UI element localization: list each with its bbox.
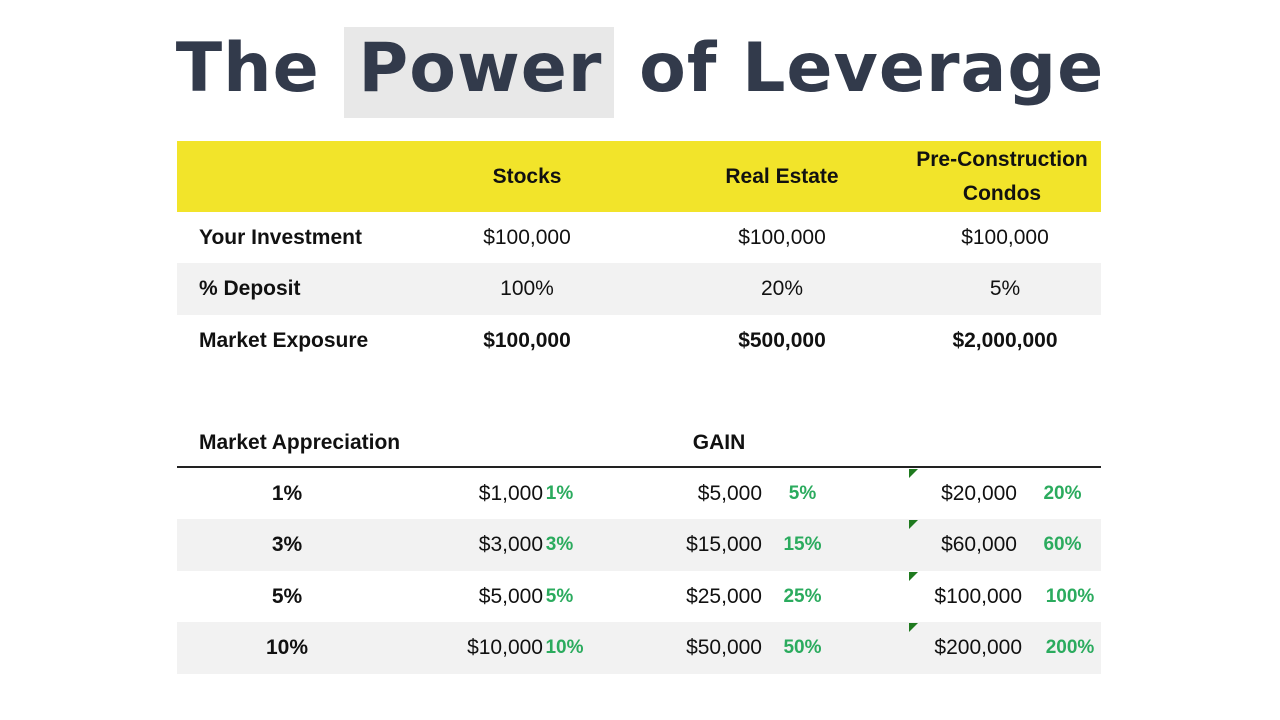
header-pre-construction-condos: Pre-Construction Condos bbox=[902, 141, 1102, 212]
gain-header-divider bbox=[177, 466, 1101, 468]
value-stocks: 100% bbox=[500, 277, 554, 300]
table-row: 5% $5,000 5% $25,000 25% $100,000 100% bbox=[177, 571, 1101, 622]
gain-header: GAIN bbox=[692, 431, 746, 454]
real-estate-gain-percent: 50% bbox=[783, 637, 822, 658]
value-real-estate: $100,000 bbox=[738, 225, 826, 249]
appreciation-value: 1% bbox=[271, 481, 303, 505]
table-row: 3% $3,000 3% $15,000 15% $60,000 60% bbox=[177, 519, 1101, 571]
real-estate-gain: $50,000 bbox=[686, 636, 762, 659]
condos-gain-percent: 60% bbox=[1043, 534, 1082, 555]
condos-gain-percent: 100% bbox=[1045, 585, 1095, 607]
title-highlight: Power bbox=[344, 27, 615, 118]
value-condos: $100,000 bbox=[961, 225, 1049, 249]
cell-marker bbox=[909, 520, 918, 529]
value-real-estate: $500,000 bbox=[738, 329, 826, 352]
header-real-estate: Real Estate bbox=[725, 164, 839, 188]
condos-gain-percent: 20% bbox=[1043, 482, 1082, 504]
value-real-estate: 20% bbox=[760, 277, 804, 300]
table-row: % Deposit 100% 20% 5% bbox=[177, 263, 1101, 315]
table-row: Market Exposure $100,000 $500,000 $2,000… bbox=[177, 315, 1101, 367]
condos-gain-percent: 200% bbox=[1045, 637, 1095, 658]
appreciation-value: 10% bbox=[265, 636, 309, 659]
stocks-gain: $5,000 bbox=[478, 584, 543, 608]
stocks-gain-percent: 10% bbox=[545, 637, 584, 658]
row-label: Market Exposure bbox=[199, 329, 369, 352]
table-row: Your Investment $100,000 $100,000 $100,0… bbox=[177, 212, 1101, 263]
stocks-gain: $1,000 bbox=[478, 481, 543, 505]
header-stocks: Stocks bbox=[492, 164, 562, 188]
page-title: The Power of Leverage bbox=[0, 24, 1280, 118]
value-condos: 5% bbox=[989, 277, 1021, 300]
condos-gain: $100,000 bbox=[934, 584, 1022, 608]
appreciation-value: 5% bbox=[271, 584, 303, 608]
real-estate-gain-percent: 15% bbox=[783, 534, 822, 555]
exposure-table-header: Stocks Real Estate Pre-Construction Cond… bbox=[177, 141, 1101, 212]
gain-table-header: Market Appreciation GAIN bbox=[177, 420, 1101, 466]
real-estate-gain: $25,000 bbox=[686, 584, 762, 608]
table-row: 1% $1,000 1% $5,000 5% $20,000 20% bbox=[177, 468, 1101, 519]
table-row: 10% $10,000 10% $50,000 50% $200,000 200… bbox=[177, 622, 1101, 674]
title-part-2: of Leverage bbox=[639, 29, 1105, 108]
appreciation-value: 3% bbox=[271, 533, 303, 556]
cell-marker bbox=[909, 623, 918, 632]
stocks-gain: $3,000 bbox=[478, 533, 543, 556]
title-part-1: The bbox=[175, 29, 320, 108]
cell-marker bbox=[909, 469, 918, 478]
real-estate-gain-percent: 25% bbox=[783, 585, 822, 607]
stocks-gain-percent: 5% bbox=[545, 585, 574, 607]
condos-gain: $200,000 bbox=[934, 636, 1022, 659]
stocks-gain-percent: 3% bbox=[545, 534, 574, 555]
header-condos-line-1: Pre-Construction bbox=[916, 147, 1088, 171]
stocks-gain-percent: 1% bbox=[545, 482, 574, 504]
market-appreciation-header: Market Appreciation bbox=[199, 431, 401, 454]
condos-gain: $20,000 bbox=[941, 481, 1017, 505]
real-estate-gain: $15,000 bbox=[686, 533, 762, 556]
row-label: % Deposit bbox=[199, 277, 301, 300]
value-condos: $2,000,000 bbox=[952, 329, 1058, 352]
condos-gain: $60,000 bbox=[941, 533, 1017, 556]
real-estate-gain: $5,000 bbox=[697, 481, 762, 505]
row-label: Your Investment bbox=[199, 225, 362, 249]
cell-marker bbox=[909, 572, 918, 581]
value-stocks: $100,000 bbox=[483, 225, 571, 249]
value-stocks: $100,000 bbox=[483, 329, 571, 352]
stocks-gain: $10,000 bbox=[467, 636, 543, 659]
header-condos-line-2: Condos bbox=[962, 181, 1042, 205]
real-estate-gain-percent: 5% bbox=[788, 482, 817, 504]
